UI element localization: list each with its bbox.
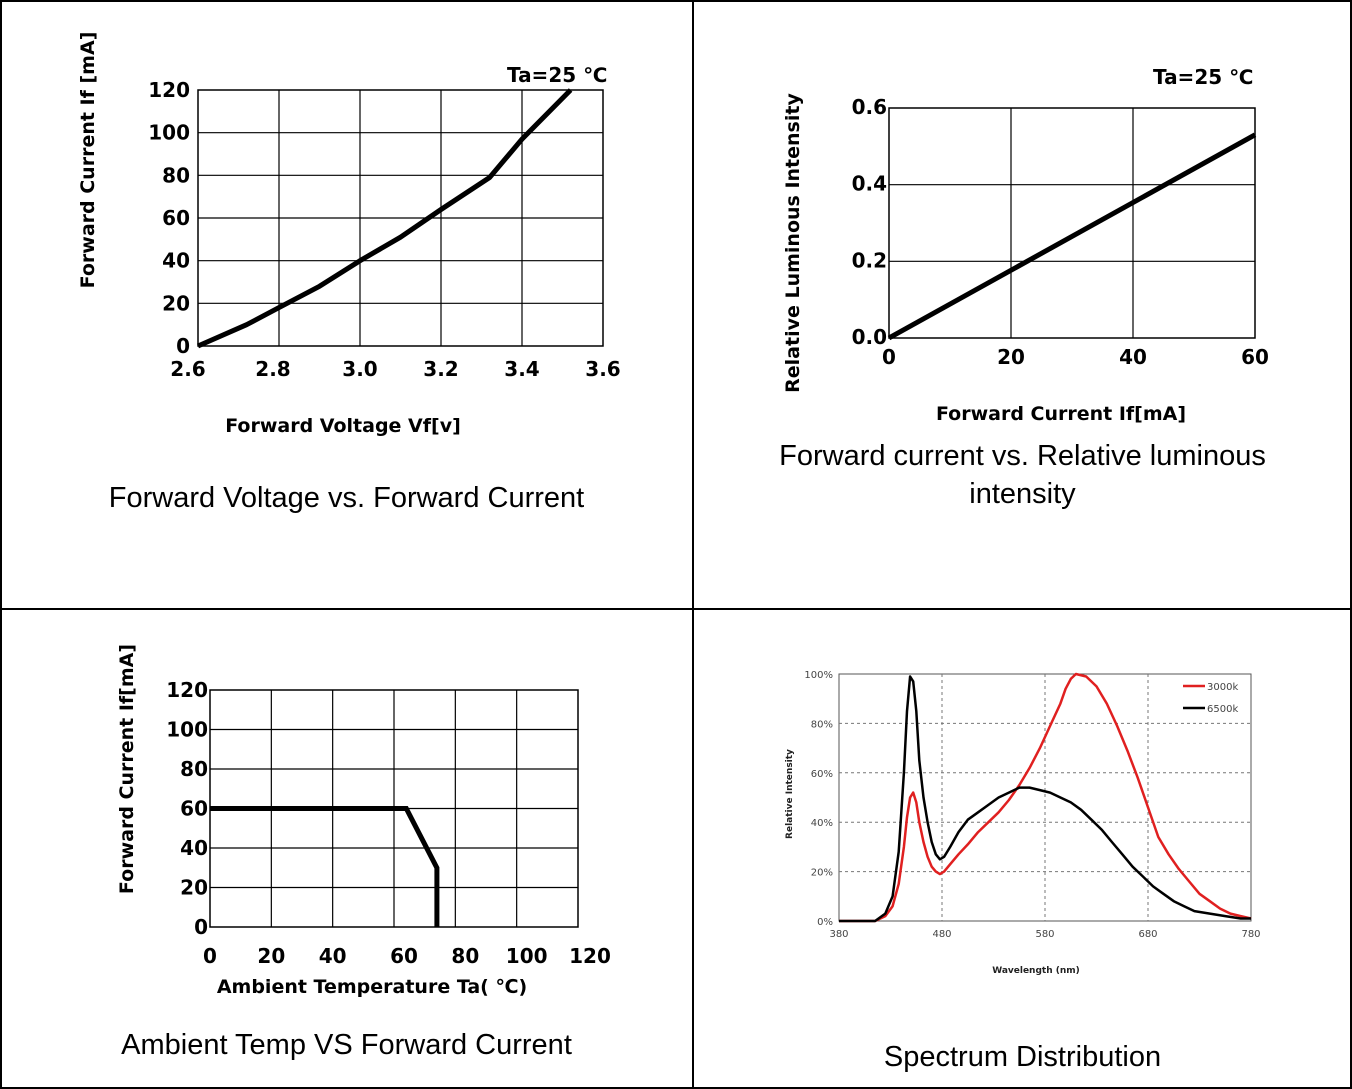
- x-tick-label: 20: [997, 345, 1025, 369]
- y-tick-label: 0.0: [852, 325, 887, 349]
- series-line: [887, 132, 1257, 341]
- y-tick-label: 20%: [811, 868, 833, 879]
- x-tick-label: 60: [390, 944, 418, 968]
- x-tick-label: 380: [829, 929, 848, 940]
- x-tick-label: 0: [882, 345, 896, 369]
- x-tick-label: 2.8: [255, 357, 290, 381]
- caption-line-1: Forward current vs. Relative luminous: [779, 440, 1266, 472]
- x-tick-label: 40: [319, 944, 347, 968]
- panel-if-lum: 0 20 40 60 0.0 0.2 0.4 0.6 Ta=25 ℃ Relative Lum…: [693, 0, 1352, 609]
- caption: Forward Voltage vs. Forward Current: [108, 482, 585, 514]
- y-tick-label: 60: [180, 797, 208, 821]
- legend-label: 6500k: [1207, 704, 1238, 715]
- y-tick-label: 20: [180, 876, 208, 900]
- x-tick-label: 120: [569, 944, 611, 968]
- x-tick-label: 780: [1241, 929, 1260, 940]
- y-axis-label: Relative Luminous Intensity: [782, 93, 804, 393]
- y-tick-label: 80: [162, 163, 190, 187]
- y-tick-label: 60%: [811, 769, 833, 780]
- x-tick-label: 3.2: [423, 357, 458, 381]
- y-tick-label: 0: [194, 915, 208, 939]
- x-tick-label: 2.6: [170, 357, 205, 381]
- x-tick-label: 580: [1035, 929, 1054, 940]
- x-tick-label: 3.0: [342, 357, 377, 381]
- caption-line-2: intensity: [969, 478, 1076, 510]
- y-axis-label: Relative Intensity: [785, 749, 795, 839]
- x-axis-label: Ambient Temperature Ta( ℃): [217, 976, 527, 998]
- chart-if-lum: 0 20 40 60 0.0 0.2 0.4 0.6 Ta=25 ℃ Relative Lum…: [782, 65, 1269, 425]
- x-tick-label: 80: [451, 944, 479, 968]
- y-tick-label: 60: [162, 206, 190, 230]
- y-tick-label: 40: [162, 249, 190, 273]
- y-tick-label: 80%: [811, 719, 833, 730]
- y-tick-label: 20: [162, 291, 190, 315]
- y-tick-label: 0.4: [852, 172, 887, 196]
- x-tick-label: 680: [1138, 929, 1157, 940]
- x-tick-label: 100: [506, 944, 548, 968]
- caption: Ambient Temp VS Forward Current: [121, 1029, 572, 1061]
- y-tick-label: 100%: [804, 670, 833, 681]
- chart-spectrum: 380 480 580 680 780 0% 20% 40% 60% 80% 100% 3000k 6…: [785, 670, 1261, 976]
- y-tick-label: 100: [166, 718, 208, 742]
- x-tick-label: 0: [203, 944, 217, 968]
- series-line-6500k: [839, 675, 1251, 923]
- y-tick-label: 0.6: [852, 95, 887, 119]
- plot-frame: [888, 107, 1256, 339]
- panel-spectrum: 380 480 580 680 780 0% 20% 40% 60% 80% 100% 3000k 6…: [693, 609, 1352, 1089]
- y-tick-label: 0: [176, 334, 190, 358]
- x-tick-label: 20: [257, 944, 285, 968]
- chart-ta-if: 0 20 40 60 80 100 120 0 20 40 60 80 100 120 Forward C…: [116, 644, 611, 998]
- chart-vf-if: 2.6 2.8 3.0 3.2 3.4 3.6 0 20 40 60 80 100 120 Ta=25 …: [77, 32, 621, 437]
- y-axis-label: Forward Current If[mA]: [116, 644, 138, 894]
- y-tick-label: 0%: [817, 917, 833, 928]
- y-tick-label: 80: [180, 757, 208, 781]
- panel-vf-if: 2.6 2.8 3.0 3.2 3.4 3.6 0 20 40 60 80 100 120 Ta=25 …: [0, 0, 693, 609]
- caption: Spectrum Distribution: [883, 1041, 1162, 1073]
- y-tick-label: 100: [148, 121, 190, 145]
- annotation-temp: Ta=25 ℃: [1153, 65, 1253, 89]
- series-line: [196, 88, 573, 349]
- legend-label: 3000k: [1207, 682, 1238, 693]
- x-axis-label: Wavelength (nm): [992, 966, 1080, 976]
- x-tick-label: 60: [1241, 345, 1269, 369]
- panel-ta-if: 0 20 40 60 80 100 120 0 20 40 60 80 100 120 Forward C…: [0, 609, 693, 1089]
- y-tick-label: 120: [148, 78, 190, 102]
- x-tick-label: 3.6: [585, 357, 620, 381]
- x-tick-label: 480: [932, 929, 951, 940]
- x-axis-label: Forward Current If[mA]: [936, 403, 1186, 425]
- y-tick-label: 40: [180, 836, 208, 860]
- x-tick-label: 40: [1119, 345, 1147, 369]
- series-line: [210, 806, 440, 927]
- y-tick-label: 120: [166, 678, 208, 702]
- y-axis-label: Forward Current If [mA]: [77, 32, 99, 289]
- x-axis-label: Forward Voltage Vf[v]: [225, 415, 461, 437]
- y-tick-label: 0.2: [852, 248, 887, 272]
- x-tick-label: 3.4: [504, 357, 539, 381]
- series-line-3000k: [839, 672, 1252, 923]
- y-tick-label: 40%: [811, 818, 833, 829]
- annotation-temp: Ta=25 ℃: [507, 63, 607, 87]
